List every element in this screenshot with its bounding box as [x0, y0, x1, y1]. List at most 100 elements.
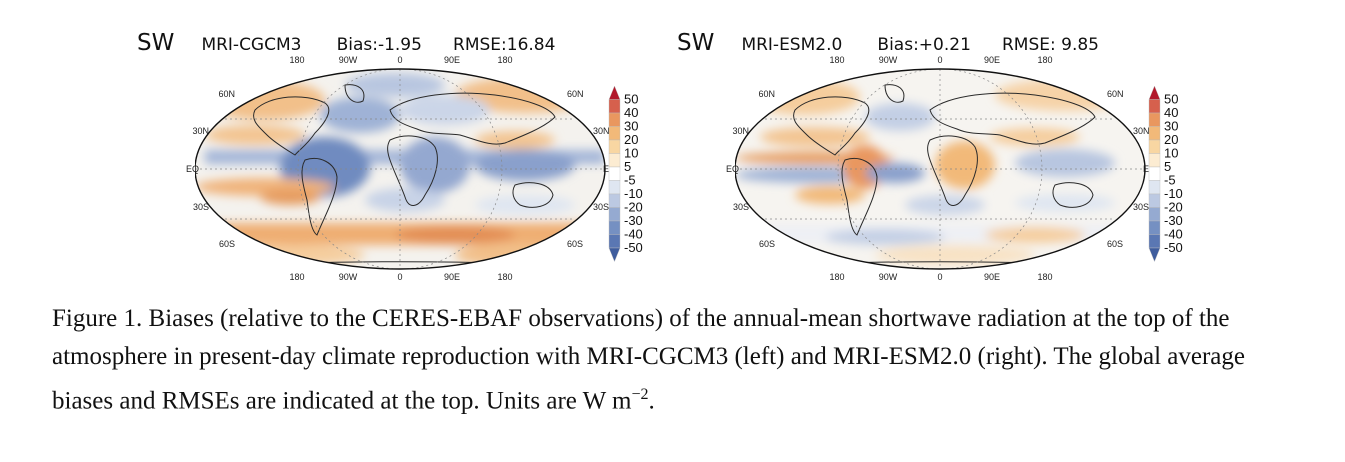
colorbar-tick-label: 10	[1164, 146, 1178, 161]
colorbar-tick-label: -30	[1164, 213, 1183, 228]
colorbar-tick-label: -30	[624, 213, 643, 228]
colorbar-tick-label: 5	[1164, 159, 1171, 174]
lon-label-bottom: 0	[397, 272, 402, 282]
colorbar-tick-label: -10	[1164, 186, 1183, 201]
lon-label-top: 180	[1037, 55, 1052, 65]
colorbar-cell	[608, 153, 621, 168]
caption-end: .	[648, 387, 655, 415]
lat-label: 60N	[567, 89, 584, 99]
lon-label-top: 180	[497, 55, 512, 65]
colorbar-tick-label: 30	[1164, 119, 1178, 134]
lat-labels-left: 60N 30N EQ 30S 60S	[186, 89, 235, 249]
lat-label: 60S	[759, 239, 775, 249]
lat-label: 60S	[1107, 239, 1123, 249]
colorbar-tick-label: -20	[624, 200, 643, 215]
colorbar-tick-label: -40	[624, 227, 643, 242]
lat-label: 60N	[218, 89, 235, 99]
lat-label: EQ	[186, 164, 199, 174]
lon-label-top: 180	[289, 55, 304, 65]
colorbar-cell	[1148, 126, 1161, 141]
lat-label: 60N	[1107, 89, 1124, 99]
bias-field	[735, 69, 1145, 269]
lon-label-top: 180	[829, 55, 844, 65]
lat-labels-right: 60N 30N EQ 30S 60S	[1107, 89, 1156, 249]
colorbar-cell	[608, 112, 621, 127]
lat-label: EQ	[726, 164, 739, 174]
colorbar-tick-label: -5	[624, 173, 636, 188]
colorbar-cell	[608, 234, 621, 249]
colorbar-tick-label: -5	[1164, 173, 1176, 188]
colorbar-cells	[1148, 85, 1161, 263]
figure-caption: Figure 1. Biases (relative to the CERES-…	[52, 300, 1302, 420]
map-border	[195, 68, 606, 270]
colorbar-tick-label: 40	[1164, 105, 1178, 120]
colorbar-tick-label: 5	[624, 159, 631, 174]
colorbar-cell	[1148, 153, 1161, 168]
colorbar-cell	[1148, 180, 1161, 195]
colorbar-cell	[608, 139, 621, 154]
colorbar-cell	[608, 180, 621, 195]
colorbar-cell	[1148, 85, 1161, 100]
colorbar-tick-label: 10	[624, 146, 638, 161]
colorbar-tick-label: -50	[1164, 240, 1183, 255]
variable-label: SW	[677, 30, 715, 56]
lon-label-bottom: 90W	[339, 272, 358, 282]
colorbar-cell	[1148, 99, 1161, 114]
colorbar-cell	[608, 193, 621, 208]
colorbar-cell	[1148, 234, 1161, 249]
colorbar-tick-label: -50	[624, 240, 643, 255]
lon-label-top: 0	[937, 55, 942, 65]
variable-label: SW	[137, 30, 175, 56]
colorbar-cell	[1148, 166, 1161, 181]
colorbar-cell	[1148, 220, 1161, 235]
lon-label-bottom: 0	[937, 272, 942, 282]
map-border	[735, 68, 1146, 270]
colorbar-cell	[1148, 112, 1161, 127]
colorbar-cells	[608, 85, 621, 263]
colorbar-cell	[1148, 207, 1161, 222]
colorbar-tick-label: 50	[624, 92, 638, 107]
bias-map-mri-esm2: 180 90W 0 90E 180 180 90W 0 90E 180	[735, 55, 1146, 282]
colorbar-tick-label: 40	[624, 105, 638, 120]
lon-label-bottom: 90E	[984, 272, 1000, 282]
lon-label-top: 90W	[339, 55, 358, 65]
bias-field	[195, 69, 605, 269]
colorbar-cell	[608, 126, 621, 141]
colorbar-cell	[608, 166, 621, 181]
colorbar-tick-label: -40	[1164, 227, 1183, 242]
lon-label-bottom: 180	[1037, 272, 1052, 282]
lon-label-bottom: 90E	[444, 272, 460, 282]
lat-labels-right: 60N 30N EQ 30S 60S	[567, 89, 616, 249]
lon-label-bottom: 180	[829, 272, 844, 282]
lon-label-top: 90W	[879, 55, 898, 65]
model-label: MRI-ESM2.0	[741, 35, 843, 55]
colorbar-tick-label: 30	[624, 119, 638, 134]
panel-left-title: SW MRI-CGCM3 Bias:-1.95 RMSE:16.84	[137, 30, 555, 56]
caption-unit-exponent: −2	[631, 386, 649, 403]
colorbar-cell	[608, 85, 621, 100]
colorbar-tick-label: -10	[624, 186, 643, 201]
lon-label-bottom: 180	[497, 272, 512, 282]
lat-label: 60S	[219, 239, 235, 249]
panel-right: SW MRI-ESM2.0 Bias:+0.21 RMSE: 9.85	[665, 0, 1285, 290]
caption-text: Figure 1. Biases (relative to the CERES-…	[52, 305, 1245, 415]
bias-map-mri-cgcm3: 180 90W 0 90E 180 180 90W 0 90E 180	[195, 55, 606, 282]
colorbar-tick-label: 20	[624, 132, 638, 147]
lat-label: 30N	[192, 126, 209, 136]
colorbar-tick-label: 20	[1164, 132, 1178, 147]
lat-label: 30S	[593, 202, 609, 212]
lon-label-bottom: 180	[289, 272, 304, 282]
colorbar-tick-label: -20	[1164, 200, 1183, 215]
panel-left: SW MRI-CGCM3 Bias:-1.95 RMSE:16.84	[125, 0, 745, 290]
lon-label-top: 90E	[444, 55, 460, 65]
colorbar-cell	[608, 207, 621, 222]
lon-label-top: 0	[397, 55, 402, 65]
lat-label: 60N	[758, 89, 775, 99]
colorbar-tick-label: 50	[1164, 92, 1178, 107]
lon-label-bottom: 90W	[879, 272, 898, 282]
lat-label: 60S	[567, 239, 583, 249]
